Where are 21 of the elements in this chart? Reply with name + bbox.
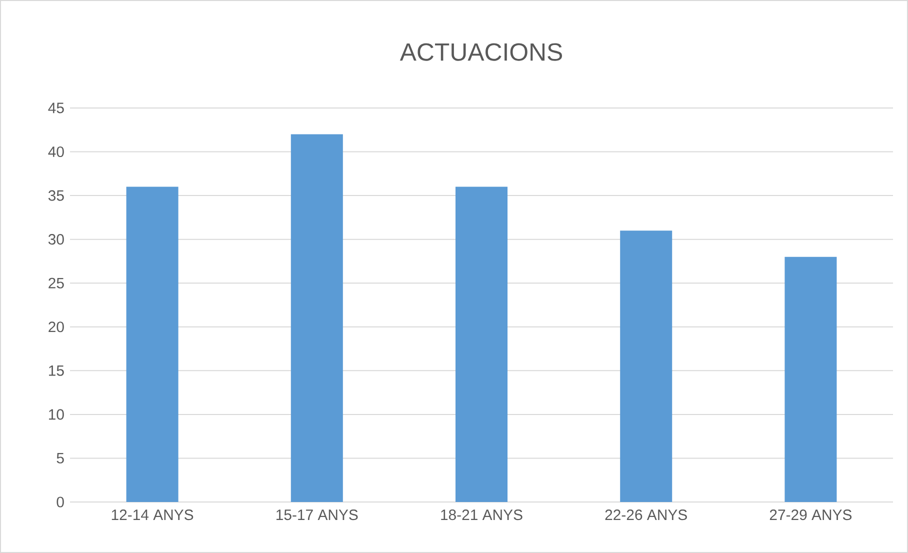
x-tick-label: 27-29 ANYS <box>770 510 852 520</box>
x-tick-label: 15-17 ANYS <box>276 510 358 520</box>
bar <box>126 186 178 502</box>
y-tick-label: 25 <box>48 278 64 288</box>
y-tick-label: 30 <box>48 234 64 245</box>
x-tick-label: 12-14 ANYS <box>112 510 194 520</box>
y-tick-label: 40 <box>48 146 64 158</box>
y-tick-label: 20 <box>48 322 64 332</box>
y-tick-label: 0 <box>56 496 64 508</box>
y-tick-label: 10 <box>49 409 64 420</box>
y-tick-label: 35 <box>48 190 64 201</box>
y-tick-label: 45 <box>48 102 64 114</box>
x-tick-label: 22-26 ANYS <box>605 510 687 520</box>
bar <box>620 230 672 502</box>
bar <box>784 256 837 502</box>
y-tick-label: 15 <box>49 365 64 376</box>
y-tick-label: 5 <box>56 453 64 464</box>
x-tick-label: 18-21 ANYS <box>441 510 522 520</box>
chart-title: ACTUACIONS <box>400 43 562 61</box>
bar <box>455 186 508 502</box>
bar <box>290 134 343 502</box>
